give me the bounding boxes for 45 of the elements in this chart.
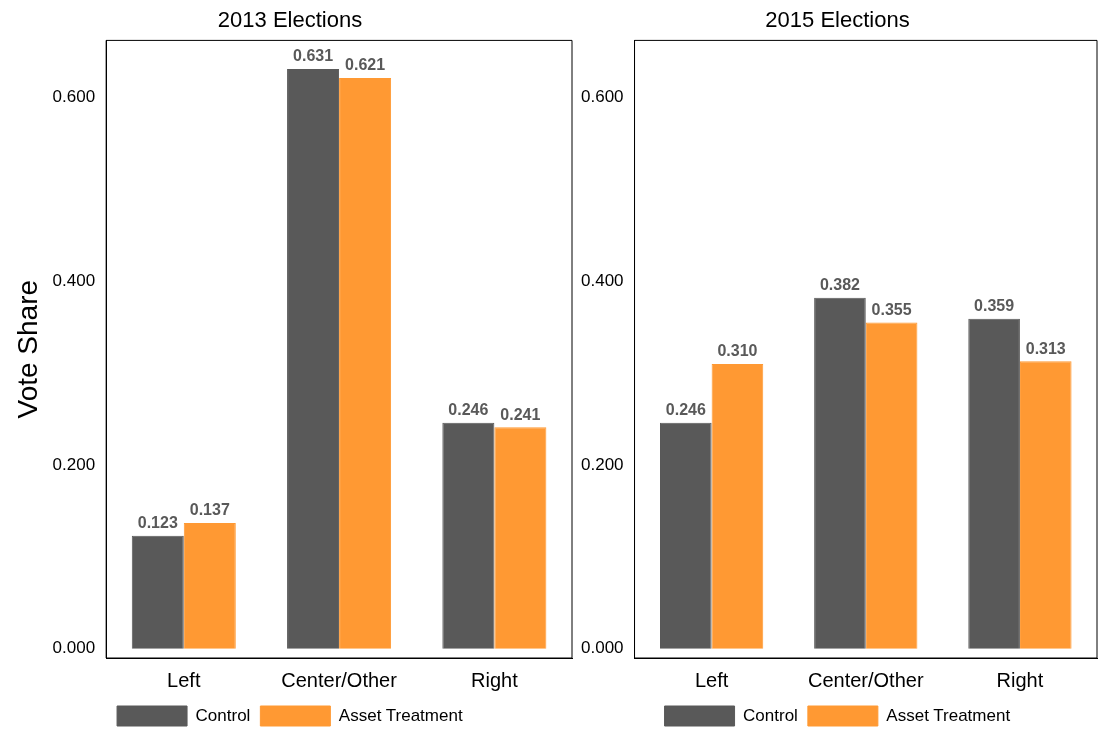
y-tick-label: 0.000 [52, 638, 96, 658]
bar [865, 322, 918, 649]
chart-title: 2015 Elections [765, 7, 910, 33]
legend-label: Asset Treatment [338, 705, 463, 725]
data-label: 0.137 [189, 501, 230, 519]
x-tick-label: Center/Other [807, 668, 924, 691]
data-label: 0.313 [1025, 339, 1066, 357]
data-label: 0.359 [974, 297, 1015, 315]
y-axis-title: Vote Share [11, 279, 43, 419]
bar [494, 427, 547, 649]
x-tick-label: Right [996, 668, 1044, 691]
chart-title: 2013 Elections [217, 7, 363, 33]
bar [287, 68, 340, 649]
data-label: 0.621 [345, 56, 386, 74]
bar [442, 422, 495, 649]
legend-label: Asset Treatment [886, 705, 1011, 725]
legend-label: Control [743, 705, 798, 725]
bar [131, 535, 184, 649]
data-label: 0.631 [293, 47, 334, 65]
data-label: 0.246 [448, 401, 489, 419]
legend-label: Control [195, 705, 251, 725]
bar [814, 297, 866, 649]
bar [183, 522, 236, 649]
bar [711, 363, 764, 649]
bar [659, 422, 712, 649]
bar [1019, 361, 1072, 649]
x-tick-label: Left [694, 668, 729, 691]
y-tick-label: 0.000 [580, 638, 624, 658]
y-tick-label: 0.600 [580, 87, 624, 107]
y-tick-label: 0.600 [52, 87, 96, 107]
data-label: 0.241 [500, 405, 541, 423]
x-tick-label: Center/Other [281, 668, 398, 691]
bar [339, 78, 392, 649]
data-label: 0.355 [871, 300, 912, 318]
x-tick-label: Right [471, 668, 519, 691]
data-label: 0.310 [717, 342, 758, 360]
x-tick-label: Left [167, 668, 201, 691]
data-label: 0.246 [665, 401, 706, 419]
y-tick-label: 0.400 [52, 270, 96, 290]
data-label: 0.382 [819, 276, 861, 294]
bar [968, 318, 1020, 649]
y-tick-label: 0.400 [580, 270, 624, 290]
y-tick-label: 0.200 [580, 454, 624, 474]
y-tick-label: 0.200 [52, 454, 96, 474]
data-label: 0.123 [137, 514, 178, 532]
